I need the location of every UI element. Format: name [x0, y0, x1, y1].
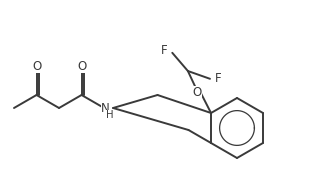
- Text: O: O: [192, 86, 202, 99]
- Text: N: N: [101, 103, 109, 116]
- Text: H: H: [106, 110, 114, 120]
- Text: O: O: [32, 60, 41, 73]
- Text: F: F: [215, 72, 222, 85]
- Text: O: O: [77, 60, 86, 73]
- Text: F: F: [161, 44, 167, 57]
